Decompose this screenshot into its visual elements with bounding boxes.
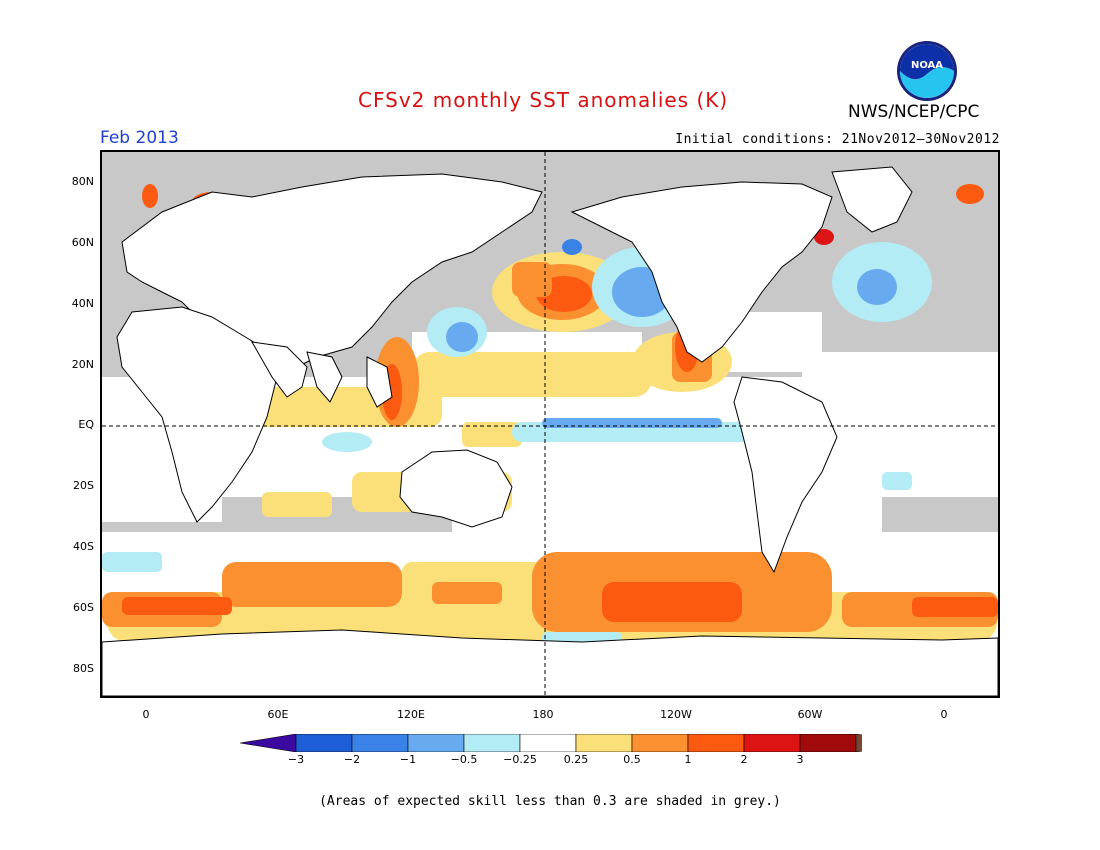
warm-anomaly-areas — [102, 184, 998, 664]
colorbar-segment — [351, 734, 409, 752]
colorbar — [240, 734, 862, 752]
lat-label: 20N — [71, 358, 94, 371]
lat-label: 60N — [71, 236, 94, 249]
logo-text: NOAA — [911, 60, 943, 71]
forecast-period: Feb 2013 — [100, 128, 179, 148]
lat-label: 20S — [73, 479, 94, 492]
lon-label: 60E — [267, 708, 289, 721]
colorbar-segment — [855, 734, 862, 752]
colorbar-label: 0.5 — [623, 753, 641, 766]
initial-conditions: Initial conditions: 21Nov2012–30Nov2012 — [675, 132, 1000, 147]
lat-label: 40N — [71, 297, 94, 310]
lat-label: EQ — [78, 418, 94, 431]
colorbar-segment — [631, 734, 689, 752]
colorbar-segment — [743, 734, 801, 752]
lat-label: 80N — [71, 175, 94, 188]
colorbar-label: −0.5 — [450, 753, 478, 766]
lon-label: 0 — [940, 708, 948, 721]
colorbar-label: −1 — [399, 753, 417, 766]
colorbar-label: 3 — [796, 753, 804, 766]
agency-label: NWS/NCEP/CPC — [848, 102, 980, 122]
colorbar-label: 2 — [740, 753, 748, 766]
lat-label: 80S — [73, 662, 94, 675]
colorbar-segment — [407, 734, 465, 752]
lon-label: 0 — [142, 708, 150, 721]
colorbar-segment — [687, 734, 745, 752]
sst-anomaly-map — [100, 150, 1000, 698]
land-masses — [102, 166, 998, 696]
map-canvas — [102, 152, 998, 696]
noaa-logo-icon: NOAA — [897, 41, 957, 101]
colorbar-segment — [799, 734, 857, 752]
lon-label: 60W — [797, 708, 823, 721]
skill-note: (Areas of expected skill less than 0.3 a… — [319, 794, 781, 809]
map-title: CFSv2 monthly SST anomalies (K) — [358, 88, 729, 112]
colorbar-segment — [295, 734, 353, 752]
colorbar-label: −0.25 — [503, 753, 537, 766]
lat-label: 40S — [73, 540, 94, 553]
colorbar-label: −2 — [343, 753, 361, 766]
colorbar-segment — [463, 734, 521, 752]
lat-label: 60S — [73, 601, 94, 614]
colorbar-label: 1 — [684, 753, 692, 766]
colorbar-segment — [575, 734, 633, 752]
colorbar-segment — [240, 734, 297, 752]
lon-label: 180 — [532, 708, 554, 721]
colorbar-label: 0.25 — [563, 753, 589, 766]
lon-label: 120W — [660, 708, 692, 721]
colorbar-label: −3 — [287, 753, 305, 766]
lon-label: 120E — [397, 708, 425, 721]
colorbar-segment — [519, 734, 577, 752]
